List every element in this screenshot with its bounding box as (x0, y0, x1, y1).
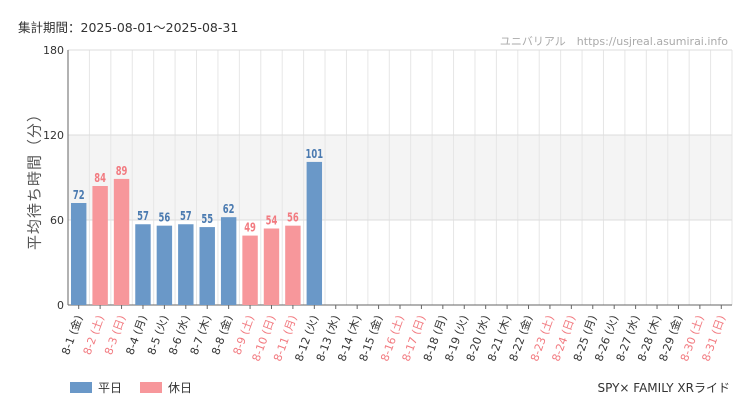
bar-value-label: 55 (201, 212, 213, 226)
bar-value-label: 89 (116, 164, 128, 178)
legend-item-holiday: 休日 (140, 379, 192, 396)
bar (220, 217, 237, 305)
source-label: ユニバリアル https://usjreal.asumirai.info (499, 35, 728, 48)
bar (156, 225, 173, 305)
bar-value-label: 57 (137, 209, 149, 223)
bar (199, 227, 215, 305)
legend-label-weekday: 平日 (98, 381, 123, 395)
y-tick-label: 0 (57, 299, 64, 312)
legend: 平日 休日 (70, 379, 192, 396)
bar-value-label: 84 (94, 171, 106, 185)
attraction-name: SPY× FAMILY XRライド (597, 381, 731, 395)
bar (285, 225, 301, 305)
shaded-band (68, 135, 732, 220)
legend-item-weekday: 平日 (70, 379, 122, 396)
y-tick-label: 180 (43, 44, 64, 57)
bar (263, 228, 280, 305)
legend-swatch-holiday (140, 382, 163, 393)
y-tick-label: 60 (50, 214, 64, 227)
legend-swatch-weekday (70, 382, 92, 393)
bar-value-label: 72 (73, 188, 85, 202)
bar-value-label: 56 (287, 211, 299, 225)
y-tick-label: 120 (43, 129, 64, 142)
bar-value-label: 62 (223, 202, 235, 216)
bar-value-label: 101 (306, 147, 324, 161)
bar-value-label: 49 (244, 220, 256, 234)
bar (178, 224, 194, 305)
bar (306, 161, 323, 305)
bar-value-label: 56 (159, 211, 171, 225)
bar (113, 178, 130, 305)
bar-value-label: 57 (180, 209, 192, 223)
bar (135, 224, 151, 305)
legend-label-holiday: 休日 (168, 381, 193, 395)
bar (242, 235, 258, 305)
bar (92, 186, 108, 305)
period-label: 集計期間：2025-08-01〜2025-08-31 (18, 20, 239, 35)
bar-value-label: 54 (266, 213, 278, 227)
bar (70, 203, 87, 305)
